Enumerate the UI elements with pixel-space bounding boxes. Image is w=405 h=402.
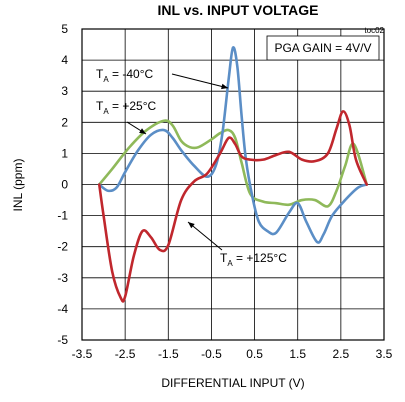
y-tick-label: 5 [61, 22, 68, 36]
series-line-plus25c [97, 119, 369, 208]
series-line-minus40c [97, 46, 369, 244]
y-tick-label: -2 [57, 240, 68, 254]
arrow-minus40c [171, 73, 229, 89]
y-tick-label: -5 [57, 333, 68, 347]
label-arrows [126, 73, 229, 251]
arrow-plus125c [187, 221, 223, 251]
y-tick-labels: 5 4 3 2 1 0 -1 -2 -3 -4 -5 [57, 22, 68, 347]
x-tick-label: -0.5 [201, 347, 222, 361]
y-tick-label: -1 [57, 209, 68, 223]
x-tick-label: 1.5 [289, 347, 306, 361]
x-tick-label: 0.5 [246, 347, 263, 361]
y-tick-label: 2 [61, 115, 68, 129]
x-tick-label: -1.5 [158, 347, 179, 361]
series-labels: TA = -40°C TA = +25°C TA = +125°C [96, 67, 287, 268]
y-tick-label: 1 [61, 146, 68, 160]
series-label: TA = -40°C [96, 67, 154, 84]
x-tick-labels: -3.5 -2.5 -1.5 -0.5 0.5 1.5 2.5 3.5 [72, 347, 393, 361]
y-tick-label: 0 [61, 178, 68, 192]
grid [82, 29, 384, 340]
arrow-plus125c-head [188, 222, 195, 229]
x-axis-label: DIFFERENTIAL INPUT (V) [161, 376, 304, 390]
chart-title: INL vs. INPUT VOLTAGE [157, 2, 318, 18]
chart-code: toc02 [364, 26, 384, 35]
series-layer [97, 46, 369, 303]
series-label: TA = +25°C [96, 99, 157, 116]
x-tick-label: 3.5 [376, 347, 393, 361]
gain-annotation: PGA GAIN = 4V/V [274, 41, 371, 55]
y-tick-label: -4 [57, 302, 68, 316]
y-axis-label: INL (ppm) [11, 159, 25, 212]
x-tick-label: 2.5 [333, 347, 350, 361]
x-tick-label: -3.5 [72, 347, 93, 361]
arrow-minus40c-head [221, 83, 228, 90]
x-tick-label: -2.5 [115, 347, 136, 361]
y-tick-label: 4 [61, 53, 68, 67]
plot-frame [81, 28, 385, 341]
y-tick-label: -3 [57, 271, 68, 285]
series-label: TA = +125°C [220, 251, 287, 268]
y-tick-label: 3 [61, 84, 68, 98]
arrow-plus25c-head [139, 128, 146, 134]
series-line-plus125c [97, 110, 369, 303]
gain-annotation-box [266, 35, 380, 61]
